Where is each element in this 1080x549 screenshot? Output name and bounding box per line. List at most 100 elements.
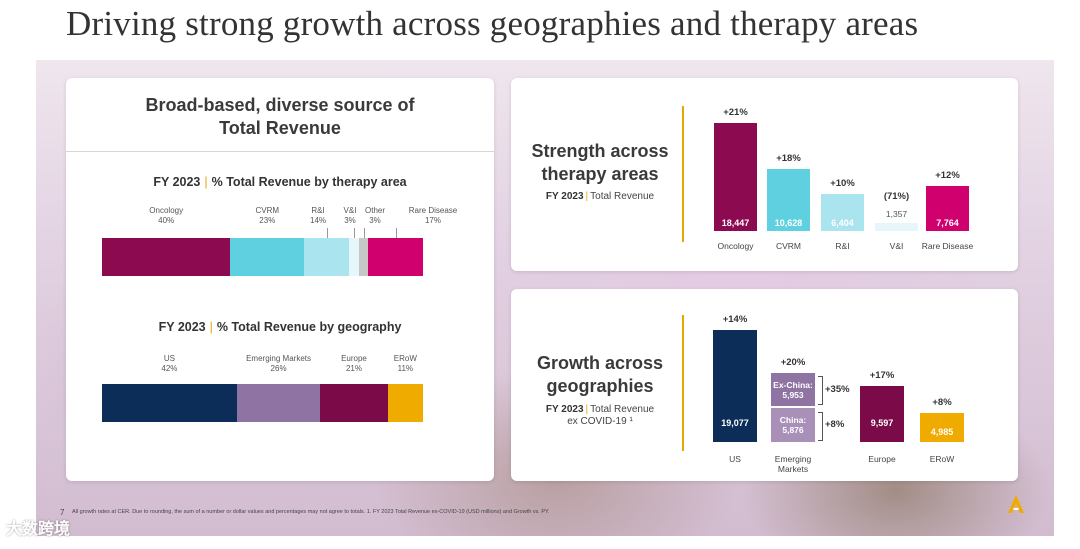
bar-segment-ex-china: Ex-China: 5,953	[771, 372, 815, 407]
bar-segment-erow	[387, 384, 423, 422]
segment-value: 5,953	[782, 389, 804, 400]
subtitle-year: FY 2023	[545, 191, 584, 202]
therapy-areas-panel: Strength across therapy areas FY 2023 | To…	[511, 78, 1018, 271]
geo-mix-title: FY 2023 |% Total Revenue by geography	[66, 320, 494, 334]
heading-line: therapy areas	[541, 164, 659, 184]
data-label: 7,764	[936, 217, 959, 228]
bar-segment-r-i	[304, 238, 350, 276]
data-label: 10,628	[774, 217, 803, 228]
segment-name: R&I	[311, 206, 325, 215]
geographies-subtitle: FY 2023 | Total Revenue ex COVID-19 ¹	[525, 404, 675, 428]
growth-label: +20%	[780, 356, 806, 368]
category-label: Oncology	[717, 241, 754, 251]
segment-name: China:	[779, 415, 807, 426]
segment-percent: 26%	[270, 364, 287, 373]
segment-name: ERoW	[393, 354, 417, 363]
heading-line: Broad-based, diverse source of	[145, 95, 415, 115]
segment-label: Other 3%	[365, 206, 385, 226]
subtitle-footnote-ref: ex COVID-19 ¹	[567, 416, 633, 427]
segment-percent: 21%	[345, 364, 362, 373]
segment-label: Europe 21%	[341, 354, 367, 374]
bracket	[818, 375, 823, 406]
bar-oncology: 18,447	[714, 123, 757, 231]
growth-label: +14%	[722, 314, 748, 325]
segment-name: Ex-China:	[773, 379, 813, 390]
title-separator: |	[204, 175, 208, 189]
bar-r-i: 6,404	[821, 193, 864, 231]
segment-percent: 14%	[309, 216, 327, 225]
bar-v-i	[875, 223, 918, 231]
bar-emerging-markets: Ex-China: 5,953 China: 5,876	[771, 372, 815, 442]
leader-line	[326, 228, 328, 238]
bar-cvrm: 10,628	[767, 168, 810, 231]
title-text: % Total Revenue by geography	[216, 320, 402, 334]
segment-name: Oncology	[149, 206, 184, 215]
segment-label: US 42%	[161, 354, 177, 374]
segment-growth-label: +8%	[825, 419, 845, 431]
therapy-areas-subtitle: FY 2023 | Total Revenue	[525, 191, 675, 203]
segment-percent: 23%	[259, 216, 276, 225]
company-logo-icon	[1008, 495, 1024, 513]
bar-segment-oncology	[102, 238, 231, 276]
segment-growth-label: +35%	[825, 383, 850, 395]
subtitle-separator: |	[585, 404, 589, 415]
bar-segment-europe	[320, 384, 388, 422]
revenue-mix-panel: Broad-based, diverse source of Total Rev…	[66, 78, 494, 481]
data-label: 18,447	[721, 218, 750, 228]
heading-line: Strength across	[531, 141, 669, 161]
bar-segment-v-i	[349, 238, 359, 276]
segment-label: ERoW 11%	[394, 354, 417, 374]
bar-erow: 4,985	[920, 412, 964, 442]
therapy-mix-title: FY 2023 |% Total Revenue by therapy area	[66, 175, 494, 189]
segment-name: Europe	[341, 354, 367, 363]
leader-line	[353, 228, 355, 238]
data-label: 1,357	[885, 209, 908, 219]
growth-label: +12%	[935, 169, 960, 181]
segment-percent: 17%	[424, 216, 441, 225]
bar-segment-rare-disease	[368, 238, 423, 276]
segment-label: R&I 14%	[310, 206, 326, 226]
segment-percent: 40%	[158, 216, 175, 225]
segment-value: 5,876	[782, 425, 804, 436]
accent-line	[682, 315, 684, 451]
category-label: Europe	[868, 454, 896, 464]
watermark: 大数跨境	[6, 521, 71, 538]
data-label: 19,077	[721, 418, 749, 428]
segment-name: V&I	[343, 206, 357, 215]
subtitle-text: Total Revenue	[590, 404, 655, 415]
divider	[66, 151, 494, 152]
therapy-areas-heading: Strength across therapy areas	[525, 140, 675, 186]
growth-label: (71%)	[883, 191, 910, 202]
bar-us: 19,077	[713, 330, 757, 442]
bar-europe: 9,597	[860, 385, 904, 442]
segment-label: Ex-China: 5,953	[771, 380, 815, 400]
accent-line	[682, 106, 684, 242]
growth-label: +21%	[723, 107, 748, 118]
heading-line: geographies	[546, 376, 654, 396]
segment-name: Other	[364, 206, 386, 215]
segment-label: CVRM 23%	[256, 206, 280, 226]
segment-label: Oncology 40%	[149, 206, 183, 226]
segment-name: US	[163, 354, 175, 363]
growth-label: +8%	[932, 396, 952, 408]
bar-rare-disease: 7,764	[926, 185, 969, 231]
subtitle-year: FY 2023	[545, 404, 584, 415]
leader-line	[395, 228, 397, 238]
segment-label: Rare Disease 17%	[409, 206, 457, 226]
leader-line	[363, 228, 365, 238]
segment-label: V&I 3%	[344, 206, 357, 226]
revenue-mix-heading: Broad-based, diverse source of Total Rev…	[66, 94, 494, 140]
data-label: 9,597	[870, 417, 894, 428]
page-number: 7	[60, 508, 65, 517]
page-title: Driving strong growth across geographies…	[66, 4, 919, 43]
data-label: 6,404	[831, 217, 854, 228]
growth-label: +18%	[776, 152, 801, 164]
title-year: FY 2023	[158, 320, 206, 334]
data-label: 4,985	[930, 426, 954, 437]
bracket	[818, 411, 823, 441]
heading-line: Growth across	[536, 353, 664, 373]
title-text: % Total Revenue by therapy area	[211, 175, 407, 189]
footnote: All growth rates at CER. Due to rounding…	[72, 509, 550, 515]
title-separator: |	[209, 320, 213, 334]
segment-percent: 11%	[397, 364, 414, 373]
